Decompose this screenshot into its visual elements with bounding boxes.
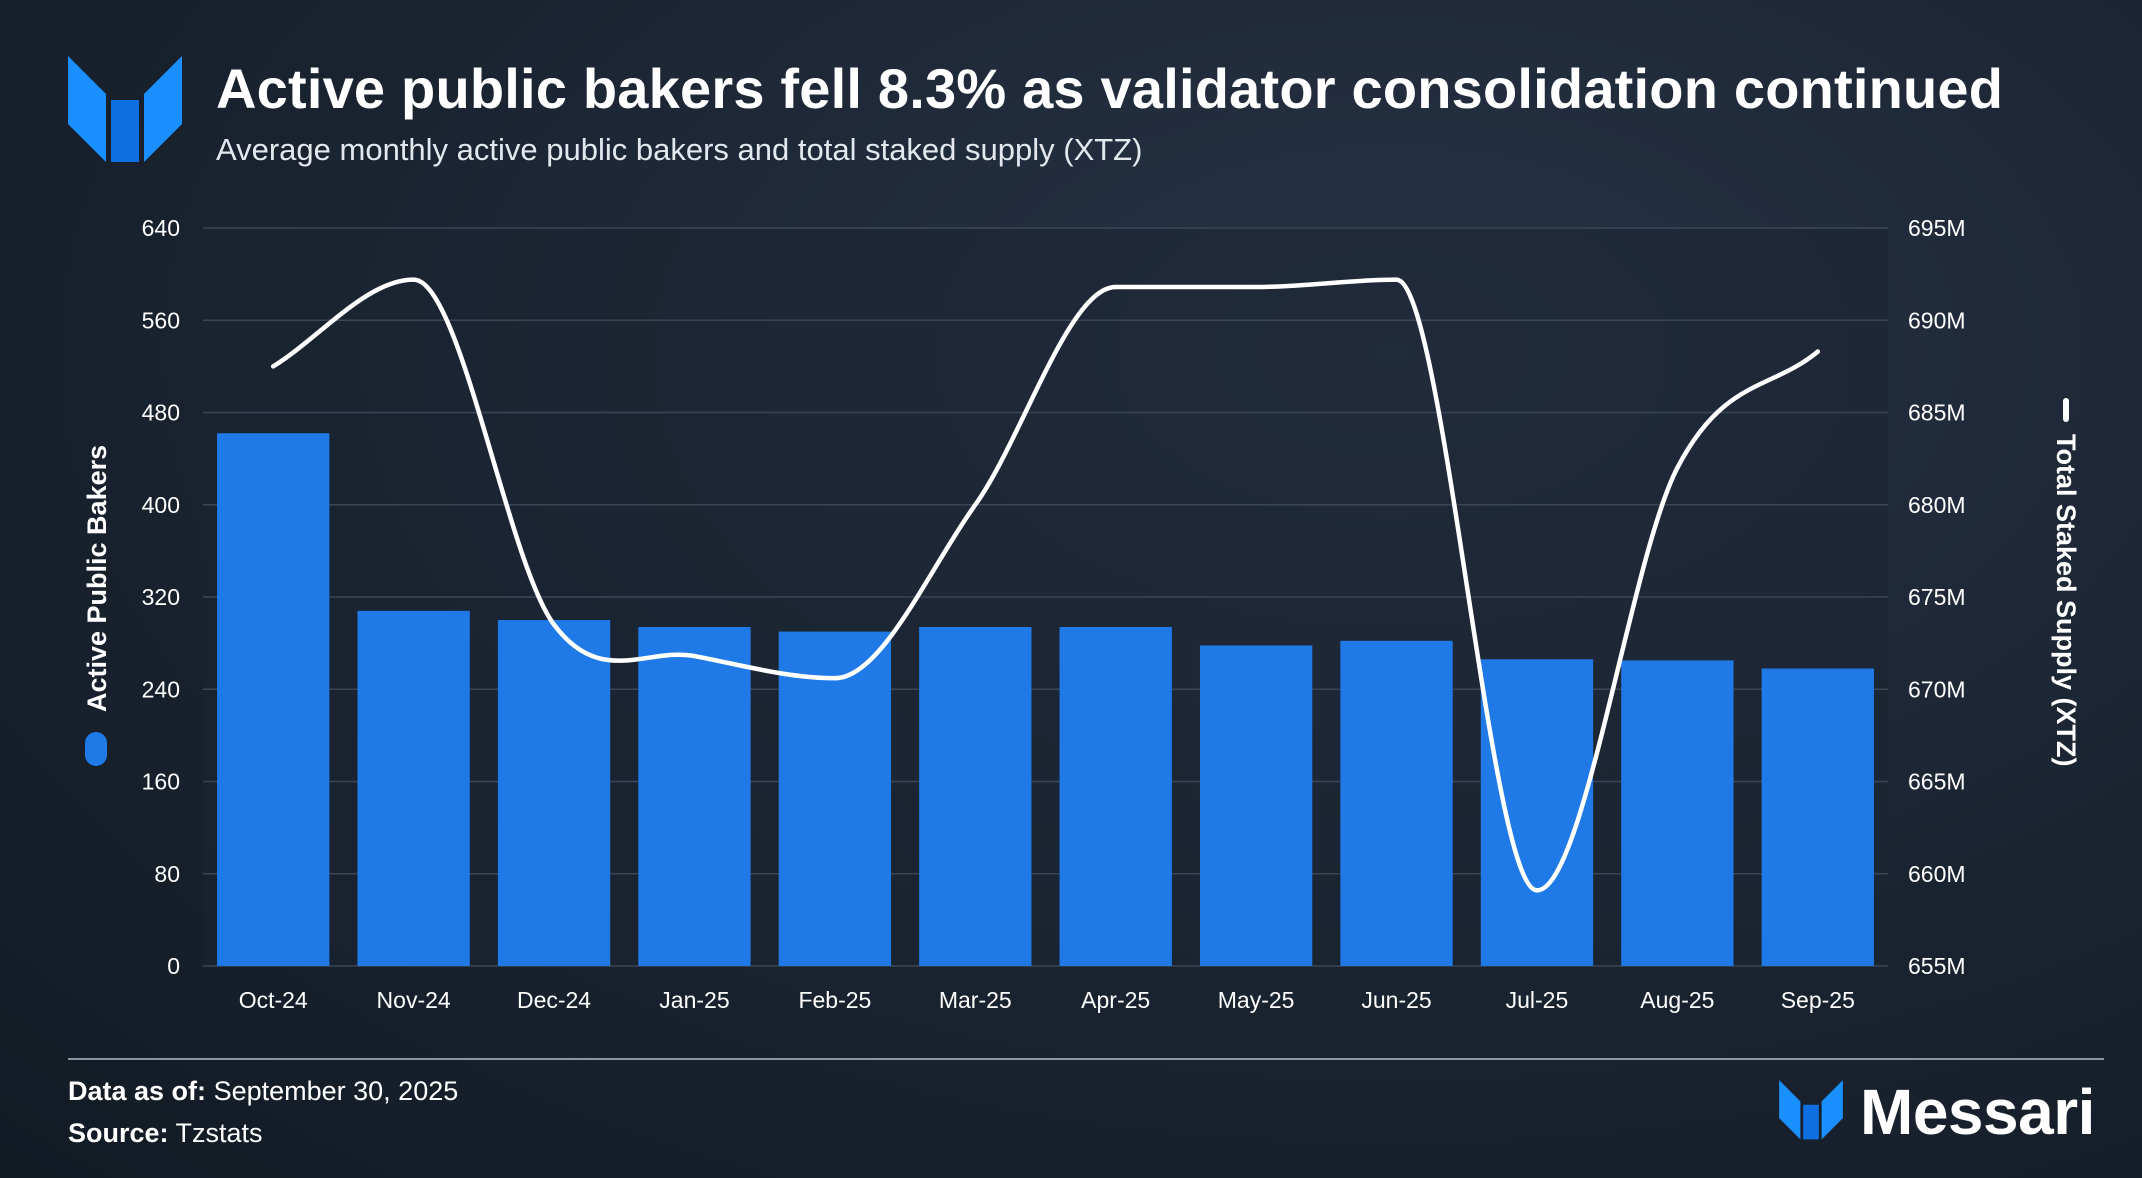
left-tick-label: 560 — [142, 307, 180, 333]
bar-series — [217, 433, 1874, 967]
messari-logo-icon — [68, 56, 182, 162]
x-tick-label: Jun-25 — [1361, 987, 1431, 1013]
left-tick-label: 0 — [167, 953, 180, 979]
left-tick-label: 240 — [142, 676, 180, 702]
bar — [638, 626, 751, 966]
x-tick-label: Feb-25 — [798, 987, 871, 1013]
line-point — [1675, 465, 1680, 471]
right-tick-label: 690M — [1908, 307, 1966, 333]
footer-divider — [68, 1058, 2104, 1060]
line-point — [411, 277, 416, 282]
right-axis-label: Total Staked Supply (XTZ) — [2051, 434, 2081, 767]
line-point — [1253, 284, 1259, 290]
bar — [497, 620, 611, 966]
left-axis-label: Active Public Bakers — [82, 445, 112, 712]
line-point — [1394, 277, 1399, 282]
bar — [1059, 626, 1172, 966]
data-date: Data as of: September 30, 2025 — [68, 1076, 458, 1107]
messari-brand-icon — [1779, 1080, 1843, 1140]
right-axis-ticks: 655M 660M 665M 670M 675M 680M 685M 690M 695M — [1908, 215, 1966, 979]
x-tick-label: May-25 — [1218, 987, 1295, 1013]
line-point — [1113, 284, 1118, 290]
right-tick-label: 670M — [1908, 676, 1966, 702]
left-axis-ticks: 0 80 160 240 320 400 480 560 640 — [142, 215, 180, 979]
right-tick-label: 660M — [1908, 861, 1966, 887]
bar — [1340, 640, 1453, 966]
data-source: Source: Tzstats — [68, 1118, 263, 1149]
chart-subtitle: Average monthly active public bakers and… — [216, 132, 1143, 167]
right-tick-label: 680M — [1908, 492, 1966, 518]
line-series — [270, 277, 1821, 893]
line-point — [551, 622, 557, 627]
line-point — [1815, 349, 1820, 354]
line-point — [692, 653, 697, 659]
x-axis-ticks: Oct-24 Nov-24 Dec-24 Jan-25 Feb-25 Mar-25 Apr-… — [239, 987, 1855, 1013]
data-date-label: Data as of: — [68, 1076, 207, 1106]
left-tick-label: 160 — [142, 769, 180, 795]
x-tick-label: Sep-25 — [1781, 987, 1855, 1013]
chart-title: Active public bakers fell 8.3% as valida… — [216, 57, 2004, 120]
staked-supply-line — [270, 277, 1821, 893]
left-tick-label: 480 — [142, 400, 180, 426]
bar — [919, 626, 1032, 966]
grid-lines — [203, 227, 1888, 967]
line-point — [271, 364, 276, 369]
right-tick-label: 665M — [1908, 769, 1966, 795]
right-axis-title: Total Staked Supply (XTZ) — [2051, 398, 2081, 767]
x-tick-label: Mar-25 — [939, 987, 1012, 1013]
brand-logo: Messari — [1776, 1077, 2095, 1147]
line-point — [1534, 888, 1540, 893]
x-tick-label: Oct-24 — [239, 987, 308, 1013]
left-tick-label: 400 — [142, 492, 180, 518]
bar — [1199, 645, 1313, 966]
left-tick-label: 80 — [154, 861, 180, 887]
x-tick-label: Dec-24 — [517, 987, 591, 1013]
line-point — [832, 675, 838, 681]
bar — [357, 610, 470, 966]
brand-name: Messari — [1860, 1076, 2095, 1148]
left-tick-label: 640 — [142, 215, 180, 241]
right-legend-swatch — [2063, 398, 2069, 422]
x-tick-label: Apr-25 — [1081, 987, 1150, 1013]
bar — [778, 631, 892, 966]
data-source-label: Source: — [68, 1118, 169, 1148]
x-tick-label: Jul-25 — [1506, 987, 1569, 1013]
bar — [217, 433, 330, 967]
right-tick-label: 695M — [1908, 215, 1966, 241]
right-tick-label: 675M — [1908, 584, 1966, 610]
x-tick-label: Jan-25 — [659, 987, 729, 1013]
data-date-value: September 30, 2025 — [213, 1076, 459, 1106]
bar — [1480, 659, 1594, 966]
data-source-value: Tzstats — [175, 1118, 263, 1148]
bar — [1621, 660, 1734, 966]
left-legend-swatch — [85, 732, 107, 766]
x-tick-label: Aug-25 — [1640, 987, 1714, 1013]
left-axis-title: Active Public Bakers — [82, 445, 112, 766]
left-tick-label: 320 — [142, 584, 180, 610]
right-tick-label: 685M — [1908, 400, 1966, 426]
bar — [1761, 668, 1874, 966]
x-tick-label: Nov-24 — [377, 987, 451, 1013]
right-tick-label: 655M — [1908, 953, 1966, 979]
line-point — [973, 502, 978, 507]
